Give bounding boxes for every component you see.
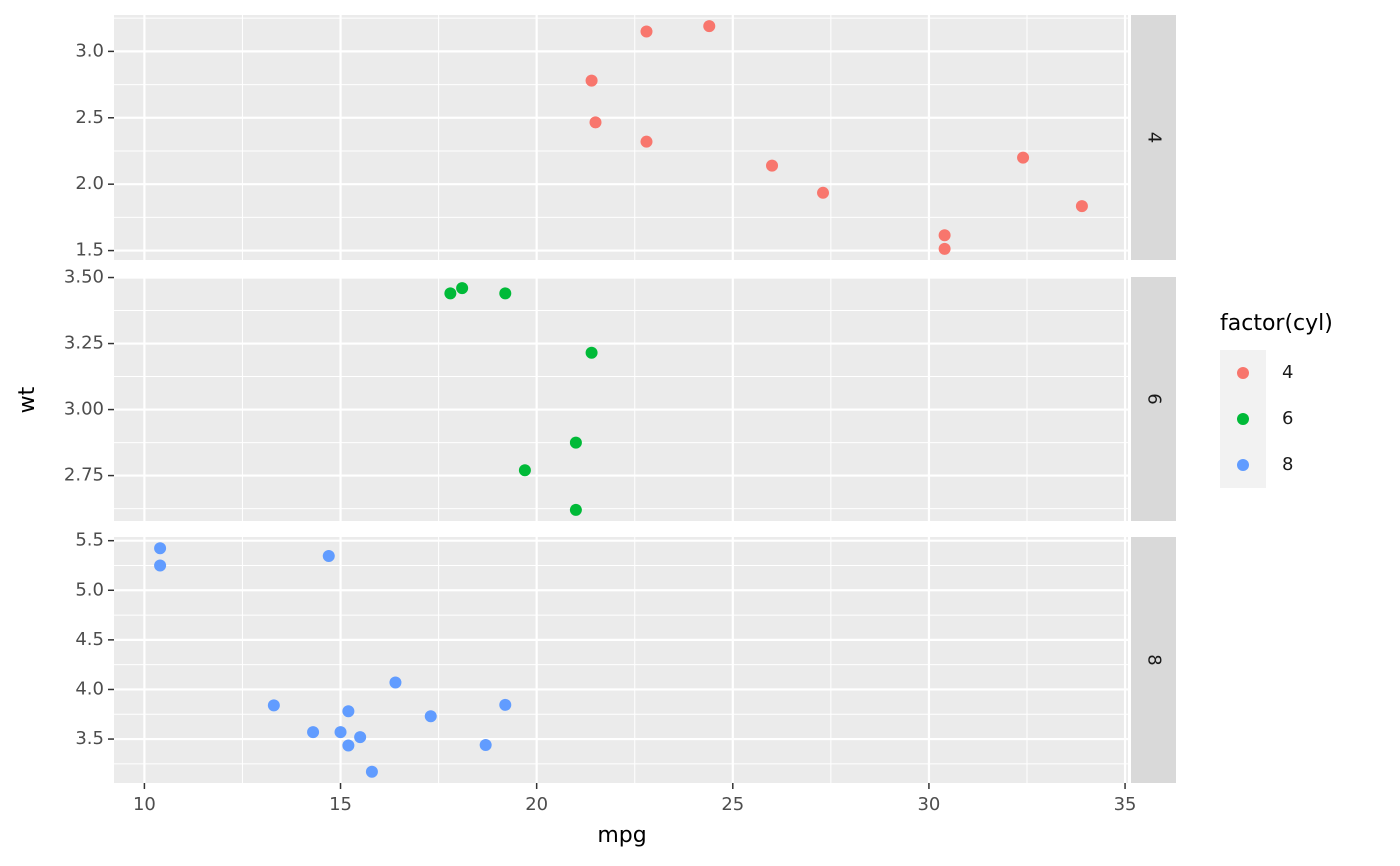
point (1075, 200, 1088, 213)
y-tick-label: 3.25 (64, 333, 104, 354)
legend-title: factor(cyl) (1220, 311, 1333, 336)
y-tick-label: 2.5 (75, 107, 104, 128)
x-tick-label: 25 (721, 794, 744, 815)
y-tick-label: 1.5 (75, 240, 104, 261)
point (817, 186, 830, 199)
point (585, 346, 598, 359)
point (267, 699, 280, 712)
y-tick-label: 3.0 (75, 40, 104, 61)
legend-key (1237, 459, 1249, 471)
point (322, 550, 335, 563)
point (342, 739, 355, 752)
panel-background (114, 277, 1128, 521)
point (499, 287, 512, 300)
point (569, 436, 582, 449)
y-tick-label: 3.50 (64, 267, 104, 288)
x-tick-label: 20 (525, 794, 548, 815)
point (334, 726, 347, 739)
point (938, 242, 951, 255)
y-tick-label: 5.0 (75, 579, 104, 600)
point (703, 20, 716, 33)
point (154, 542, 167, 555)
point (365, 765, 378, 778)
legend-label: 4 (1282, 362, 1293, 383)
point (938, 229, 951, 242)
legend-label: 8 (1282, 454, 1293, 475)
y-tick-label: 2.75 (64, 465, 104, 486)
y-tick-label: 2.0 (75, 173, 104, 194)
x-axis-title: mpg (597, 823, 646, 848)
strip-label: 8 (1144, 654, 1165, 665)
legend-key (1237, 367, 1249, 379)
x-tick-label: 10 (133, 794, 156, 815)
x-tick-label: 30 (917, 794, 940, 815)
y-tick-label: 3.00 (64, 399, 104, 420)
panel-background (114, 15, 1128, 260)
point (444, 287, 457, 300)
strip-background (1131, 15, 1176, 260)
x-tick-label: 15 (329, 794, 352, 815)
point (499, 698, 512, 711)
strip-label: 6 (1144, 393, 1165, 404)
point (342, 705, 355, 718)
point (456, 282, 469, 295)
strip-background (1131, 277, 1176, 521)
legend-key (1237, 413, 1249, 425)
point (354, 731, 367, 744)
point (640, 135, 653, 148)
strip-background (1131, 537, 1176, 783)
point (569, 503, 582, 516)
y-axis-title: wt (15, 386, 40, 413)
panel-background (114, 537, 1128, 783)
y-tick-label: 3.5 (75, 728, 104, 749)
point (307, 726, 320, 739)
point (389, 676, 402, 689)
y-tick-label: 4.0 (75, 678, 104, 699)
point (154, 559, 167, 572)
point (1017, 151, 1030, 164)
y-tick-label: 4.5 (75, 629, 104, 650)
y-tick-label: 5.5 (75, 530, 104, 551)
x-tick-label: 35 (1114, 794, 1137, 815)
point (479, 739, 492, 752)
point (424, 710, 437, 723)
strip-label: 4 (1144, 132, 1165, 143)
point (766, 159, 779, 172)
point (589, 116, 602, 129)
legend-label: 6 (1282, 408, 1293, 429)
point (585, 74, 598, 87)
point (640, 25, 653, 38)
point (518, 464, 531, 477)
